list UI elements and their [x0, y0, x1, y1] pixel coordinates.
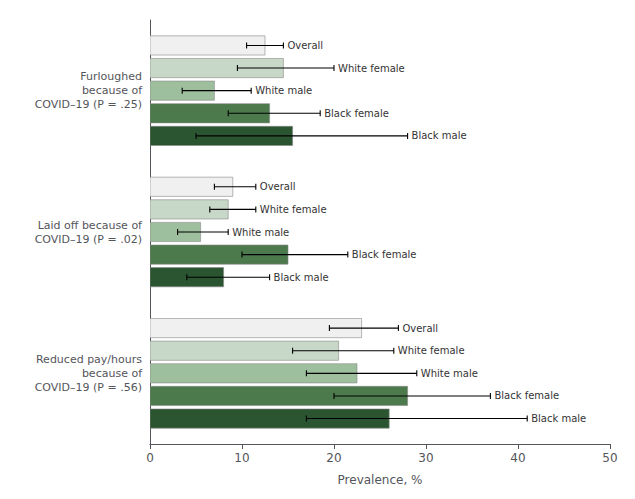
svg-text:White male: White male [255, 85, 312, 96]
svg-text:20: 20 [326, 451, 341, 465]
svg-text:Black male: Black male [531, 413, 586, 424]
svg-text:Black male: Black male [274, 272, 329, 283]
svg-text:Overall: Overall [287, 40, 323, 51]
svg-text:COVID–19 (P = .02): COVID–19 (P = .02) [35, 233, 142, 246]
svg-text:Prevalence, %: Prevalence, % [338, 473, 423, 487]
svg-text:because of: because of [82, 367, 143, 380]
svg-text:Black female: Black female [352, 249, 417, 260]
svg-text:Overall: Overall [260, 181, 296, 192]
svg-text:Black female: Black female [324, 108, 389, 119]
svg-text:Reduced pay/hours: Reduced pay/hours [36, 353, 142, 366]
svg-text:COVID–19 (P = .25): COVID–19 (P = .25) [35, 98, 142, 111]
svg-text:50: 50 [602, 451, 617, 465]
svg-text:White male: White male [421, 368, 478, 379]
svg-text:White female: White female [398, 345, 465, 356]
svg-text:0: 0 [146, 451, 154, 465]
svg-text:COVID–19 (P = .56): COVID–19 (P = .56) [35, 381, 142, 394]
svg-text:Furloughed: Furloughed [80, 70, 142, 83]
svg-text:Overall: Overall [402, 323, 438, 334]
svg-text:Laid off because of: Laid off because of [38, 219, 143, 232]
svg-text:because of: because of [82, 84, 143, 97]
svg-text:10: 10 [234, 451, 249, 465]
svg-text:40: 40 [510, 451, 525, 465]
svg-text:White male: White male [232, 227, 289, 238]
svg-text:White female: White female [260, 204, 327, 215]
svg-text:Black male: Black male [412, 130, 467, 141]
svg-text:White female: White female [338, 63, 405, 74]
svg-text:Black female: Black female [494, 390, 559, 401]
svg-text:30: 30 [418, 451, 433, 465]
